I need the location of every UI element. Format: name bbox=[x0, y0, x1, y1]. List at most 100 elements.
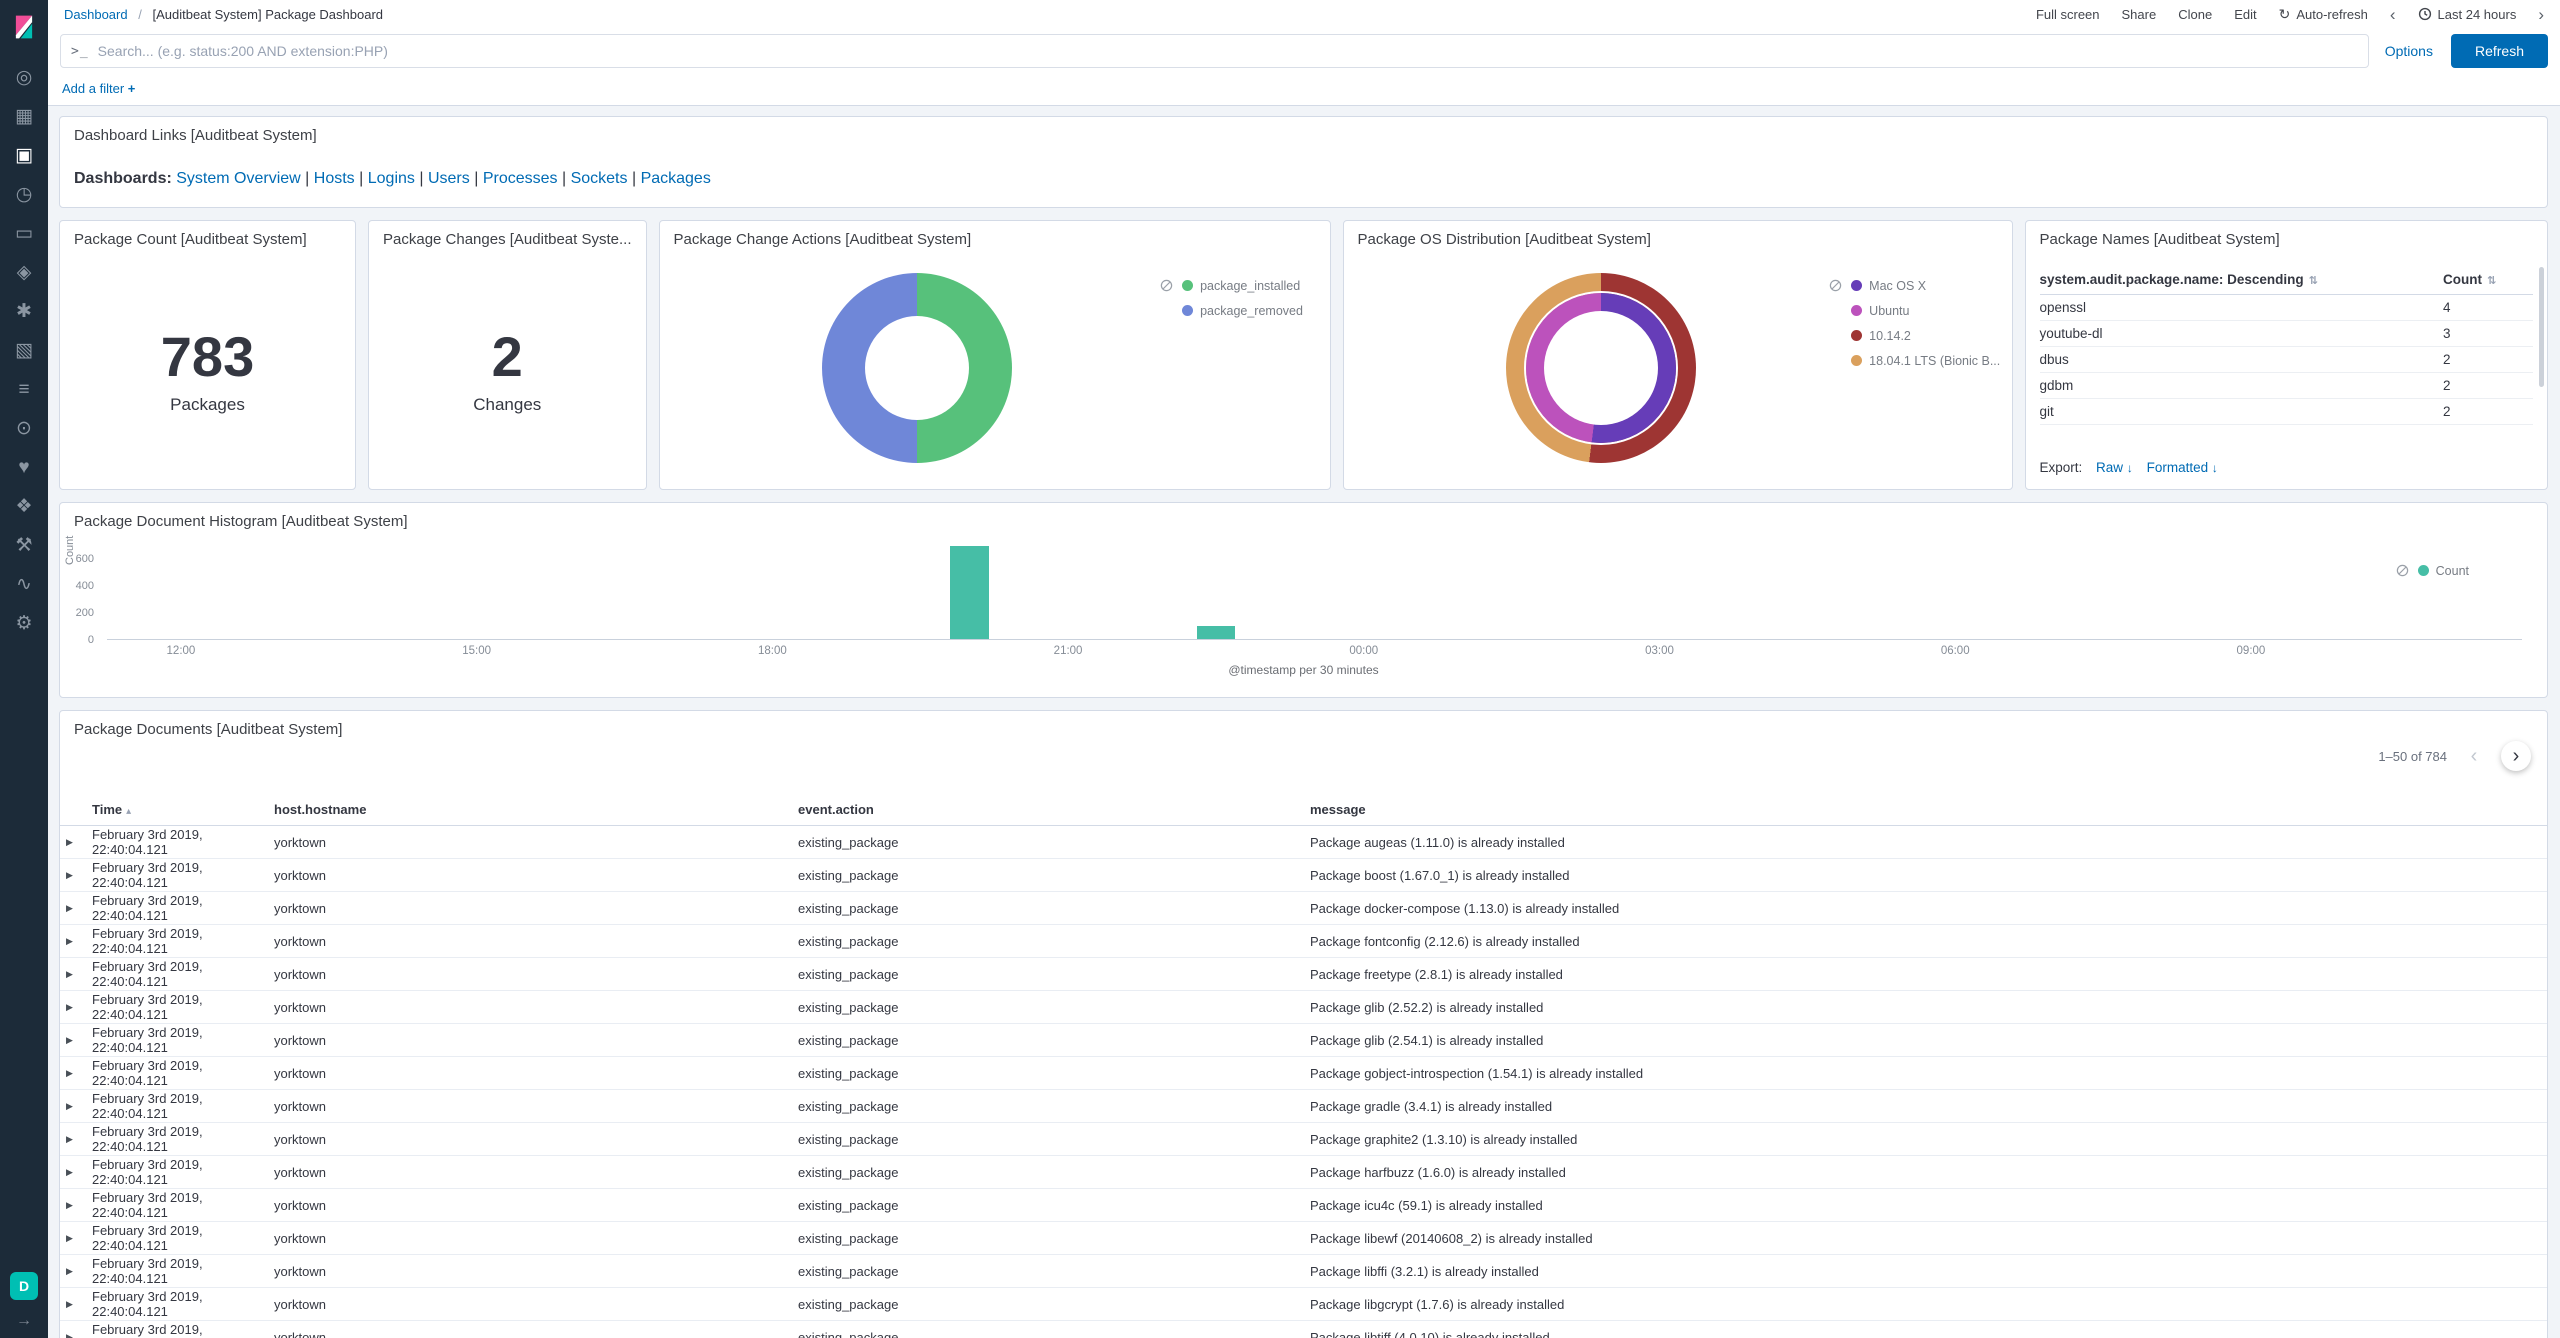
legend-item[interactable]: 18.04.1 LTS (Bionic B... bbox=[1851, 348, 2000, 373]
table-row[interactable]: ▶ February 3rd 2019, 22:40:04.121 yorktown… bbox=[60, 1189, 2547, 1222]
dashboard-content: Dashboard Links [Auditbeat System] Dashb… bbox=[48, 106, 2560, 1338]
sidebar-item-management[interactable]: ⚙ bbox=[0, 604, 48, 643]
expand-row-icon[interactable]: ▶ bbox=[66, 836, 73, 847]
sidebar-item-graph[interactable]: ❖ bbox=[0, 487, 48, 526]
table-row[interactable]: ▶ February 3rd 2019, 22:40:04.121 yorktown… bbox=[60, 958, 2547, 991]
table-row[interactable]: ▶ February 3rd 2019, 22:40:04.121 yorktown… bbox=[60, 1123, 2547, 1156]
expand-row-icon[interactable]: ▶ bbox=[66, 1133, 73, 1144]
sidebar-item-dev-tools[interactable]: ⚒ bbox=[0, 526, 48, 565]
sidebar-item-logs[interactable]: ≡ bbox=[0, 370, 48, 409]
expand-row-icon[interactable]: ▶ bbox=[66, 1166, 73, 1177]
sidebar-item-visualize[interactable]: ▦ bbox=[0, 97, 48, 136]
expand-row-icon[interactable]: ▶ bbox=[66, 1100, 73, 1111]
collapse-nav-icon[interactable]: → bbox=[16, 1312, 32, 1329]
names-table-row[interactable]: openssl 4 bbox=[2039, 295, 2533, 321]
clone-button[interactable]: Clone bbox=[2178, 6, 2213, 22]
search-input[interactable] bbox=[97, 43, 2358, 59]
add-filter-link[interactable]: Add a filter + bbox=[62, 81, 135, 96]
export-raw-link[interactable]: Raw ↓ bbox=[2096, 460, 2133, 475]
table-row[interactable]: ▶ February 3rd 2019, 22:40:04.121 yorktown… bbox=[60, 1222, 2547, 1255]
previous-page-button[interactable]: ‹ bbox=[2470, 745, 2478, 767]
expand-row-icon[interactable]: ▶ bbox=[66, 935, 73, 946]
options-link[interactable]: Options bbox=[2384, 43, 2433, 59]
names-table-row[interactable]: git 2 bbox=[2039, 399, 2533, 425]
time-range-picker[interactable]: Last 24 hours bbox=[2418, 7, 2516, 22]
sidebar-item-infrastructure[interactable]: ▧ bbox=[0, 331, 48, 370]
breadcrumb-dashboard-link[interactable]: Dashboard bbox=[64, 6, 128, 22]
expand-row-icon[interactable]: ▶ bbox=[66, 1331, 73, 1338]
table-row[interactable]: ▶ February 3rd 2019, 22:40:04.121 yorktown… bbox=[60, 991, 2547, 1024]
legend-item[interactable]: Mac OS X bbox=[1851, 273, 2000, 298]
full-screen-button[interactable]: Full screen bbox=[2035, 6, 2100, 22]
legend-item[interactable]: Count bbox=[2417, 558, 2469, 583]
table-row[interactable]: ▶ February 3rd 2019, 22:40:04.121 yorktown… bbox=[60, 1321, 2547, 1338]
table-row[interactable]: ▶ February 3rd 2019, 22:40:04.121 yorktown… bbox=[60, 1156, 2547, 1189]
os-distribution-donut-chart[interactable] bbox=[1505, 273, 1696, 463]
time-forward-icon[interactable]: › bbox=[2538, 4, 2544, 24]
refresh-button[interactable]: Refresh bbox=[2450, 34, 2548, 68]
legend-item[interactable]: package_installed bbox=[1182, 273, 1303, 298]
names-table-row[interactable]: youtube-dl 3 bbox=[2039, 321, 2533, 347]
dashboard-link-system-overview[interactable]: System Overview bbox=[176, 170, 301, 187]
sidebar-item-monitoring[interactable]: ∿ bbox=[0, 565, 48, 604]
expand-row-icon[interactable]: ▶ bbox=[66, 1298, 73, 1309]
table-row[interactable]: ▶ February 3rd 2019, 22:40:04.121 yorktown… bbox=[60, 892, 2547, 925]
expand-row-icon[interactable]: ▶ bbox=[66, 1034, 73, 1045]
edit-button[interactable]: Edit bbox=[2234, 6, 2257, 22]
table-row[interactable]: ▶ February 3rd 2019, 22:40:04.121 yorktown… bbox=[60, 925, 2547, 958]
histogram-bar[interactable] bbox=[1196, 626, 1236, 639]
sidebar-item-dashboard[interactable]: ▣ bbox=[0, 136, 48, 175]
expand-row-icon[interactable]: ▶ bbox=[66, 968, 73, 979]
kibana-logo[interactable] bbox=[9, 12, 39, 42]
dashboard-link-users[interactable]: Users bbox=[427, 170, 470, 187]
legend-toggle-icon[interactable] bbox=[2396, 564, 2409, 577]
dashboard-link-packages[interactable]: Packages bbox=[640, 170, 711, 187]
sidebar-item-apm[interactable]: ⊙ bbox=[0, 409, 48, 448]
table-row[interactable]: ▶ February 3rd 2019, 22:40:04.121 yorktown… bbox=[60, 1057, 2547, 1090]
sidebar-item-discover[interactable]: ◎ bbox=[0, 58, 48, 97]
count-sort-header[interactable]: Count ⇅ bbox=[2443, 272, 2497, 287]
legend-toggle-icon[interactable] bbox=[1160, 279, 1173, 292]
expand-row-icon[interactable]: ▶ bbox=[66, 869, 73, 880]
table-row[interactable]: ▶ February 3rd 2019, 22:40:04.121 yorktown… bbox=[60, 1090, 2547, 1123]
expand-row-icon[interactable]: ▶ bbox=[66, 1265, 73, 1276]
auto-refresh-button[interactable]: ↻ Auto-refresh bbox=[2279, 6, 2368, 23]
table-row[interactable]: ▶ February 3rd 2019, 22:40:04.121 yorktown… bbox=[60, 859, 2547, 892]
histogram-bar[interactable] bbox=[950, 546, 989, 639]
export-formatted-link[interactable]: Formatted ↓ bbox=[2146, 460, 2218, 475]
sidebar-item-uptime[interactable]: ♥ bbox=[0, 448, 48, 487]
next-page-button[interactable]: › bbox=[2501, 741, 2531, 771]
sidebar-item-machine-learning[interactable]: ✱ bbox=[0, 292, 48, 331]
time-column-header[interactable]: Time ▴ bbox=[92, 802, 132, 817]
names-scrollbar[interactable] bbox=[2539, 267, 2544, 387]
share-button[interactable]: Share bbox=[2121, 6, 2157, 22]
x-tick-label: 09:00 bbox=[2236, 645, 2266, 657]
expand-row-icon[interactable]: ▶ bbox=[66, 1232, 73, 1243]
expand-row-icon[interactable]: ▶ bbox=[66, 1067, 73, 1078]
dashboard-link-logins[interactable]: Logins bbox=[367, 170, 415, 187]
expand-row-icon[interactable]: ▶ bbox=[66, 1001, 73, 1012]
names-table-row[interactable]: gdbm 2 bbox=[2039, 373, 2533, 399]
sidebar-item-canvas[interactable]: ▭ bbox=[0, 214, 48, 253]
message-cell: Package fontconfig (2.12.6) is already i… bbox=[1310, 933, 1580, 949]
change-actions-donut-chart[interactable] bbox=[822, 273, 1013, 463]
time-back-icon[interactable]: ‹ bbox=[2389, 4, 2396, 24]
dashboard-link-hosts[interactable]: Hosts bbox=[313, 170, 355, 187]
table-row[interactable]: ▶ February 3rd 2019, 22:40:04.121 yorktown… bbox=[60, 1255, 2547, 1288]
legend-toggle-icon[interactable] bbox=[1829, 279, 1842, 292]
table-row[interactable]: ▶ February 3rd 2019, 22:40:04.121 yorktown… bbox=[60, 826, 2547, 859]
table-row[interactable]: ▶ February 3rd 2019, 22:40:04.121 yorktown… bbox=[60, 1288, 2547, 1321]
legend-item[interactable]: 10.14.2 bbox=[1851, 323, 2000, 348]
legend-item[interactable]: Ubuntu bbox=[1851, 298, 2000, 323]
dashboard-link-processes[interactable]: Processes bbox=[482, 170, 558, 187]
sidebar-item-timelion[interactable]: ◷ bbox=[0, 175, 48, 214]
space-badge[interactable]: D bbox=[10, 1272, 38, 1300]
names-sort-header[interactable]: system.audit.package.name: Descending ⇅ bbox=[2039, 272, 2318, 287]
dashboard-link-sockets[interactable]: Sockets bbox=[570, 170, 628, 187]
names-table-row[interactable]: dbus 2 bbox=[2039, 347, 2533, 373]
table-row[interactable]: ▶ February 3rd 2019, 22:40:04.121 yorktown… bbox=[60, 1024, 2547, 1057]
expand-row-icon[interactable]: ▶ bbox=[66, 902, 73, 913]
legend-item[interactable]: package_removed bbox=[1182, 298, 1303, 323]
sidebar-item-maps[interactable]: ◈ bbox=[0, 253, 48, 292]
expand-row-icon[interactable]: ▶ bbox=[66, 1199, 73, 1210]
